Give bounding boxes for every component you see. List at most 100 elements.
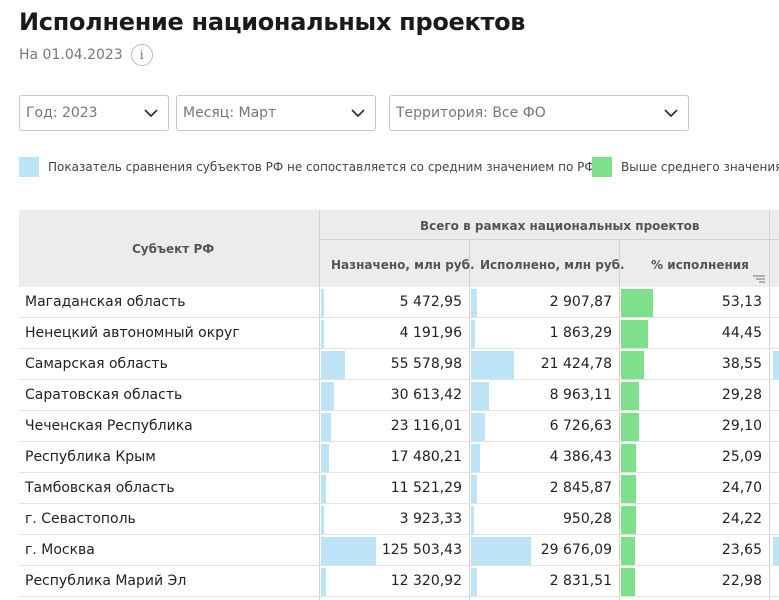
executed-bar [471, 537, 531, 565]
percent-bar [621, 506, 636, 534]
percent-value: 29,10 [721, 418, 762, 434]
percent-bar [621, 413, 639, 441]
assigned-value: 12 320,92 [390, 573, 462, 589]
executed-bar [471, 506, 474, 534]
percent-value: 24,70 [721, 480, 762, 496]
assigned-value: 11 521,29 [390, 480, 462, 496]
assigned-bar [321, 506, 324, 534]
column-header-subject[interactable]: Субъект РФ [132, 242, 215, 256]
column-header-percent[interactable]: % исполнения [651, 258, 749, 272]
executed-value: 4 386,43 [549, 449, 612, 465]
assigned-bar [321, 289, 324, 317]
percent-value: 22,98 [721, 573, 762, 589]
column-filter-icon[interactable] [753, 274, 765, 284]
executed-value: 1 863,29 [549, 325, 612, 341]
column-header-assigned[interactable]: Назначено, млн руб. [331, 258, 475, 272]
subject-name: Республика Марий Эл [25, 573, 187, 589]
report-date: На 01.04.2023 [19, 47, 123, 63]
executed-value: 2 907,87 [549, 294, 612, 310]
subject-name: г. Москва [25, 542, 95, 558]
table-row[interactable]: г. Москва 125 503,43 29 676,09 23,65 [19, 535, 779, 566]
column-divider [619, 239, 620, 600]
table-row[interactable]: Чеченская Республика 23 116,01 6 726,63 29,… [19, 411, 779, 442]
column-header-executed[interactable]: Исполнено, млн руб. [480, 258, 625, 272]
executed-value: 2 831,51 [549, 573, 612, 589]
executed-value: 8 963,11 [549, 387, 612, 403]
table-row[interactable]: Тамбовская область 11 521,29 2 845,87 24,70 [19, 473, 779, 504]
percent-value: 24,22 [721, 511, 762, 527]
header-divider [320, 239, 779, 240]
subject-name: Ненецкий автономный округ [25, 325, 240, 341]
executed-bar [471, 289, 477, 317]
assigned-bar [321, 413, 332, 441]
table-row[interactable]: Магаданская область 5 472,95 2 907,87 53,13 [19, 287, 779, 318]
next-column-bar [773, 537, 779, 565]
page-title: Исполнение национальных проектов [19, 8, 526, 36]
subject-name: Тамбовская область [25, 480, 175, 496]
executed-value: 6 726,63 [549, 418, 612, 434]
executed-value: 950,28 [563, 511, 612, 527]
info-icon[interactable]: i [130, 44, 153, 66]
territory-select[interactable]: Территория: Все ФО [389, 95, 689, 131]
executed-value: 2 845,87 [549, 480, 612, 496]
table-row[interactable]: Ненецкий автономный округ 4 191,96 1 863,2… [19, 318, 779, 349]
percent-bar [621, 444, 637, 472]
percent-bar [621, 320, 648, 348]
percent-value: 29,28 [721, 387, 762, 403]
executed-bar [471, 444, 480, 472]
table-row[interactable]: Республика Марий Эл 12 320,92 2 831,51 22,9… [19, 566, 779, 597]
executed-bar [471, 568, 477, 596]
territory-select-value: Территория: Все ФО [396, 105, 546, 121]
assigned-value: 5 472,95 [399, 294, 462, 310]
assigned-value: 4 191,96 [399, 325, 462, 341]
percent-bar [621, 351, 645, 379]
assigned-bar [321, 351, 346, 379]
chevron-down-icon[interactable] [142, 104, 160, 122]
percent-value: 23,65 [721, 542, 762, 558]
executed-bar [471, 351, 515, 379]
assigned-bar [321, 568, 327, 596]
assigned-value: 30 613,42 [390, 387, 462, 403]
assigned-bar [321, 382, 335, 410]
table-row[interactable]: Самарская область 55 578,98 21 424,78 38,55 [19, 349, 779, 380]
projects-table: Субъект РФ Всего в рамках национальных п… [19, 210, 779, 600]
executed-value: 29 676,09 [540, 542, 612, 558]
assigned-bar [321, 475, 327, 503]
percent-value: 25,09 [721, 449, 762, 465]
percent-value: 53,13 [721, 294, 762, 310]
table-row[interactable]: Республика Крым 17 480,21 4 386,43 25,09 [19, 442, 779, 473]
assigned-bar [321, 444, 329, 472]
legend-item-not-comparable: Показатель сравнения субъектов РФ не соп… [19, 157, 595, 177]
month-select-value: Месяц: Март [183, 105, 277, 121]
percent-bar [621, 537, 636, 565]
column-divider [319, 210, 320, 600]
chevron-down-icon[interactable] [662, 104, 680, 122]
table-row[interactable]: г. Севастополь 3 923,33 950,28 24,22 [19, 504, 779, 535]
executed-bar [471, 475, 477, 503]
assigned-value: 3 923,33 [399, 511, 462, 527]
subject-name: Магаданская область [25, 294, 186, 310]
assigned-value: 55 578,98 [390, 356, 462, 372]
chevron-down-icon[interactable] [349, 104, 367, 122]
legend-swatch-blue [19, 157, 39, 177]
executed-bar [471, 320, 475, 348]
subject-name: г. Севастополь [25, 511, 136, 527]
year-select[interactable]: Год: 2023 [19, 95, 169, 131]
executed-value: 21 424,78 [540, 356, 612, 372]
legend-item-above-average: Выше среднего значения [592, 157, 779, 177]
subject-name: Саратовская область [25, 387, 183, 403]
month-select[interactable]: Месяц: Март [176, 95, 376, 131]
legend-swatch-green [592, 157, 612, 177]
percent-bar [621, 382, 639, 410]
column-divider [769, 210, 770, 600]
subject-name: Республика Крым [25, 449, 156, 465]
executed-bar [471, 382, 490, 410]
assigned-bar [321, 320, 324, 348]
assigned-value: 17 480,21 [390, 449, 462, 465]
assigned-value: 23 116,01 [390, 418, 462, 434]
subject-name: Чеченская Республика [25, 418, 193, 434]
assigned-value: 125 503,43 [381, 542, 462, 558]
percent-bar [621, 289, 653, 317]
table-row[interactable]: Саратовская область 30 613,42 8 963,11 29,2… [19, 380, 779, 411]
legend-label: Выше среднего значения [621, 160, 779, 174]
